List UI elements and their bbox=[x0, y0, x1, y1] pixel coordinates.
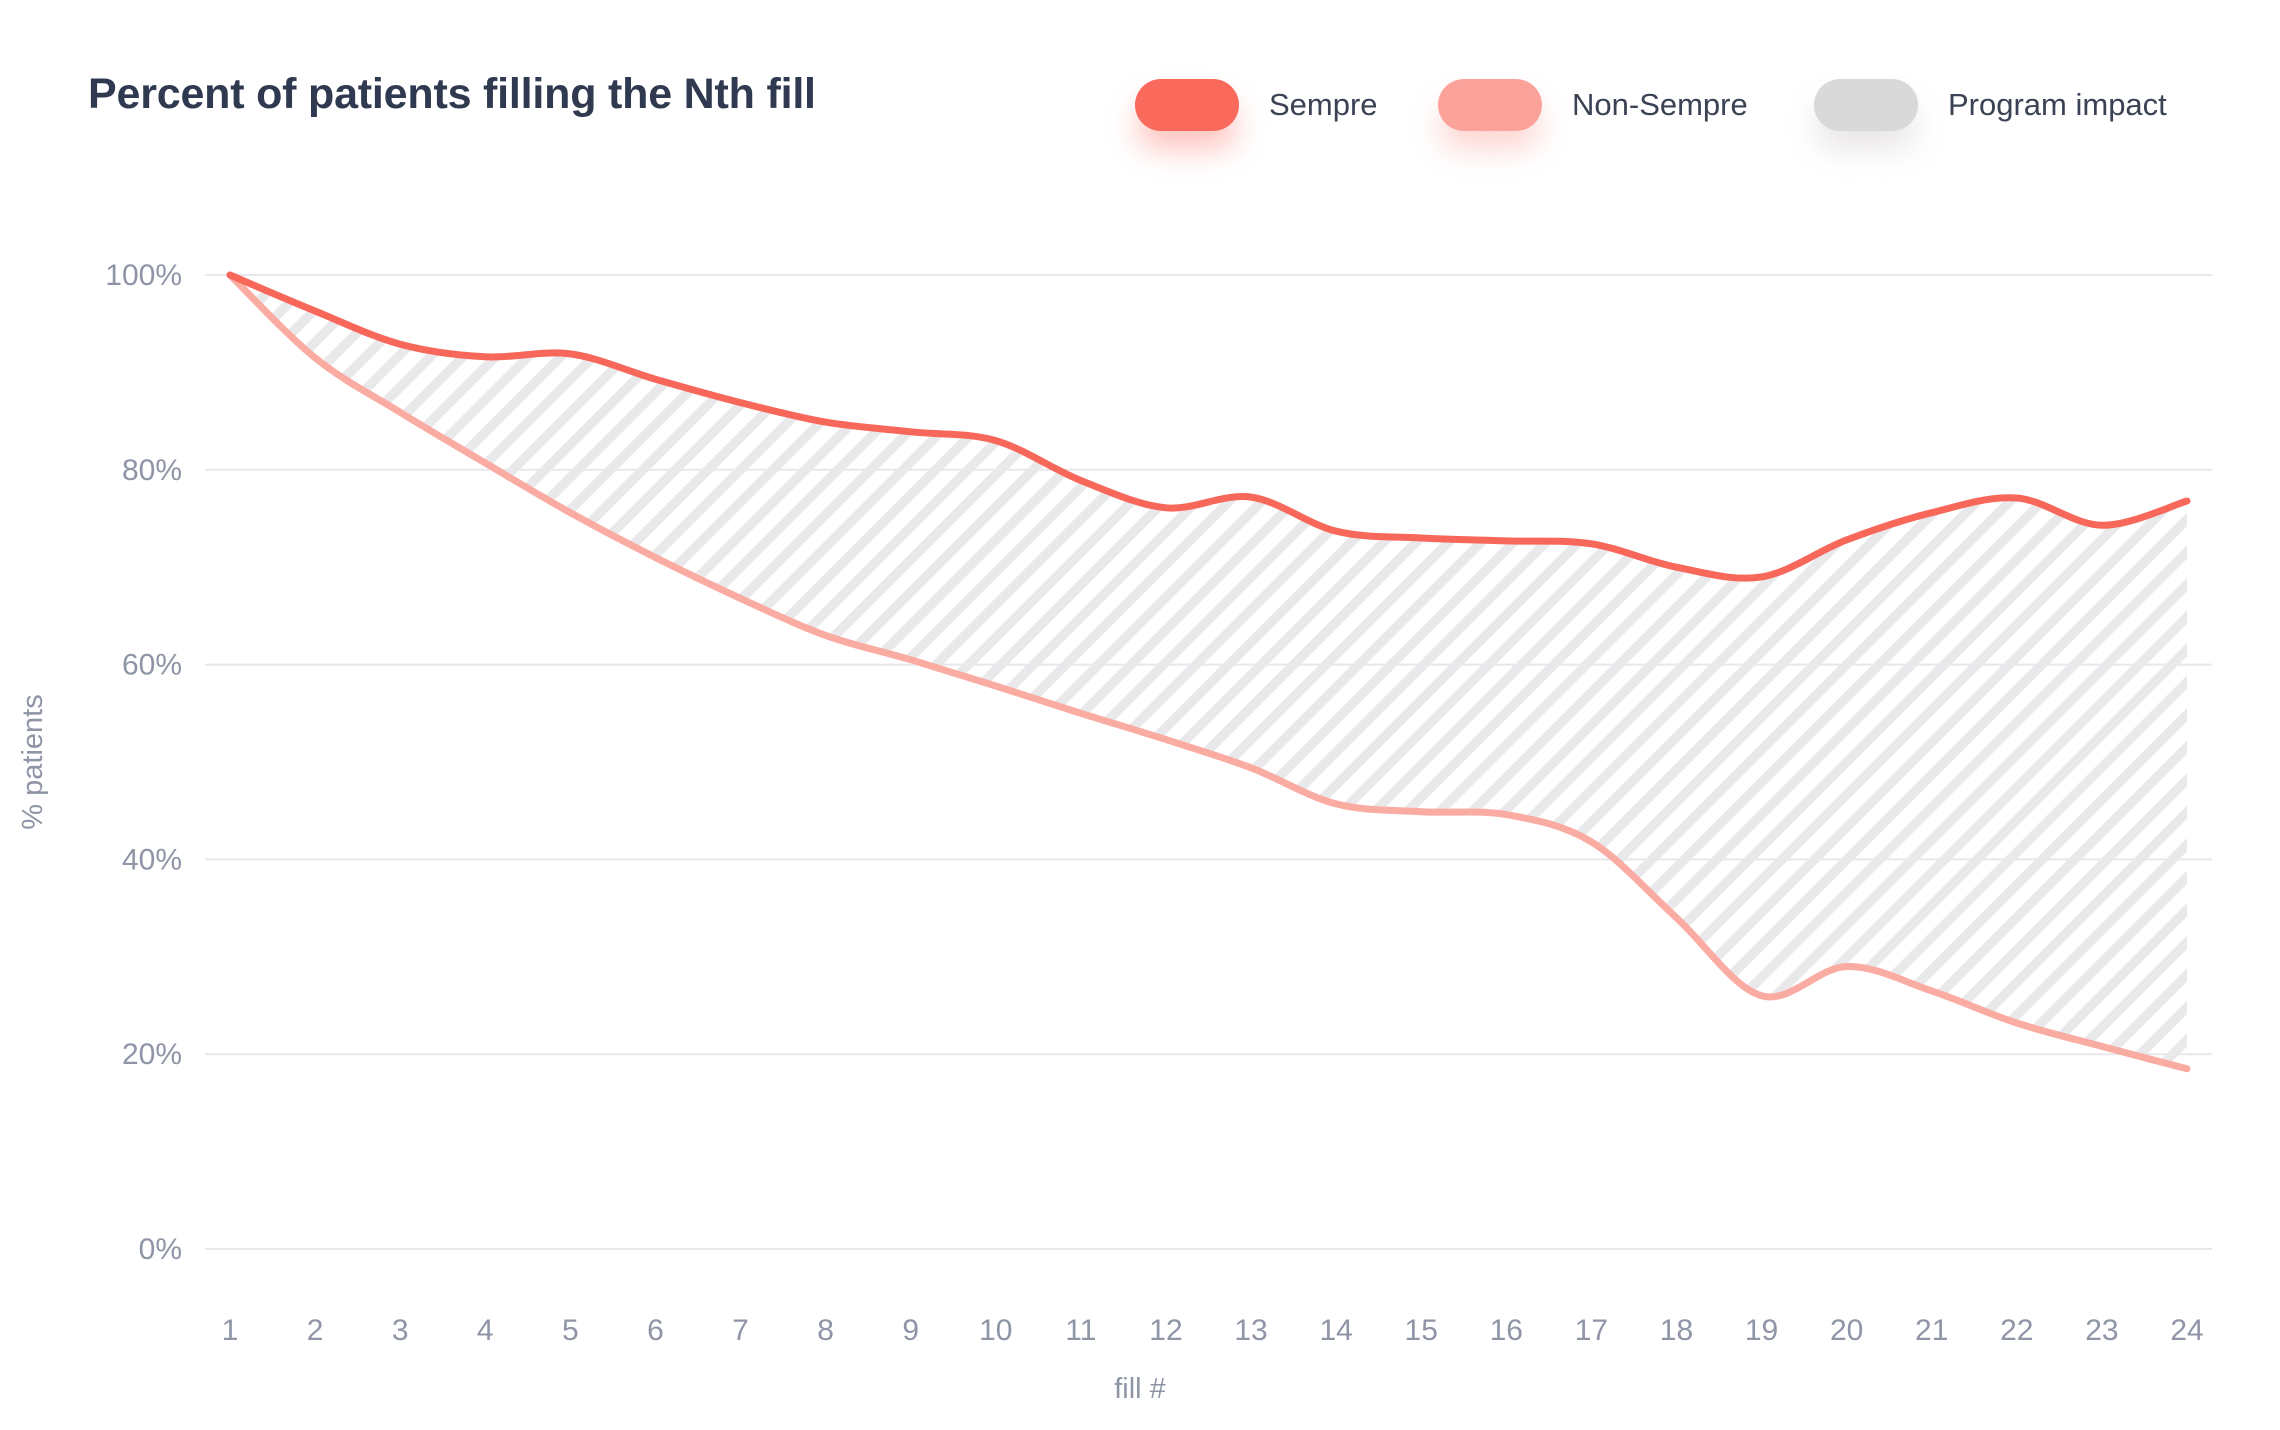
legend-item-program-impact[interactable]: Program impact bbox=[1814, 79, 2167, 131]
x-tick-18: 18 bbox=[1660, 1314, 1693, 1347]
y-tick-60%: 60% bbox=[122, 649, 182, 682]
y-tick-80%: 80% bbox=[122, 454, 182, 487]
x-tick-10: 10 bbox=[979, 1314, 1012, 1347]
program-impact-band bbox=[230, 275, 2187, 1069]
y-tick-100%: 100% bbox=[105, 259, 182, 292]
x-tick-6: 6 bbox=[647, 1314, 664, 1347]
x-tick-5: 5 bbox=[562, 1314, 579, 1347]
non-sempre-line bbox=[226, 271, 2191, 1073]
x-tick-15: 15 bbox=[1405, 1314, 1438, 1347]
x-tick-21: 21 bbox=[1915, 1314, 1948, 1347]
x-tick-23: 23 bbox=[2085, 1314, 2118, 1347]
x-tick-13: 13 bbox=[1234, 1314, 1267, 1347]
y-axis-title: % patients bbox=[17, 694, 49, 829]
sempre-line bbox=[226, 271, 2191, 582]
legend-swatch-sempre bbox=[1135, 79, 1239, 131]
chart-title: Percent of patients filling the Nth fill bbox=[88, 70, 816, 118]
legend-label-non-sempre: Non-Sempre bbox=[1572, 87, 1748, 122]
x-tick-1: 1 bbox=[222, 1314, 239, 1347]
x-tick-19: 19 bbox=[1745, 1314, 1778, 1347]
x-axis-labels: 1 2 3 4 5 6 7 8 9 10 11 12 13 14 15 16 17 18 19 20 21 22 23 24 bbox=[222, 1314, 2204, 1347]
x-tick-12: 12 bbox=[1149, 1314, 1182, 1347]
y-axis-labels: 100% 80% 60% 40% 20% 0% bbox=[105, 259, 182, 1266]
x-tick-16: 16 bbox=[1490, 1314, 1523, 1347]
x-tick-11: 11 bbox=[1065, 1314, 1096, 1347]
chart-legend: Sempre Non-Sempre Program impact bbox=[0, 0, 2280, 160]
legend-label-sempre: Sempre bbox=[1269, 87, 1378, 122]
y-tick-20%: 20% bbox=[122, 1038, 182, 1071]
x-tick-4: 4 bbox=[477, 1314, 494, 1347]
legend-swatch-program-impact bbox=[1814, 79, 1918, 131]
x-tick-2: 2 bbox=[307, 1314, 324, 1347]
x-tick-17: 17 bbox=[1575, 1314, 1608, 1347]
x-tick-22: 22 bbox=[2000, 1314, 2033, 1347]
x-tick-24: 24 bbox=[2170, 1314, 2203, 1347]
x-tick-9: 9 bbox=[902, 1314, 919, 1347]
legend-item-sempre[interactable]: Sempre bbox=[1135, 79, 1378, 131]
x-tick-8: 8 bbox=[817, 1314, 834, 1347]
legend-item-non-sempre[interactable]: Non-Sempre bbox=[1438, 79, 1748, 131]
y-tick-0%: 0% bbox=[139, 1233, 182, 1266]
x-tick-14: 14 bbox=[1319, 1314, 1352, 1347]
legend-label-program-impact: Program impact bbox=[1948, 87, 2167, 122]
x-axis-title: fill # bbox=[1114, 1373, 1166, 1405]
y-tick-40%: 40% bbox=[122, 843, 182, 876]
legend-swatch-non-sempre bbox=[1438, 79, 1542, 131]
x-tick-7: 7 bbox=[732, 1314, 749, 1347]
x-tick-20: 20 bbox=[1830, 1314, 1863, 1347]
x-tick-3: 3 bbox=[392, 1314, 409, 1347]
